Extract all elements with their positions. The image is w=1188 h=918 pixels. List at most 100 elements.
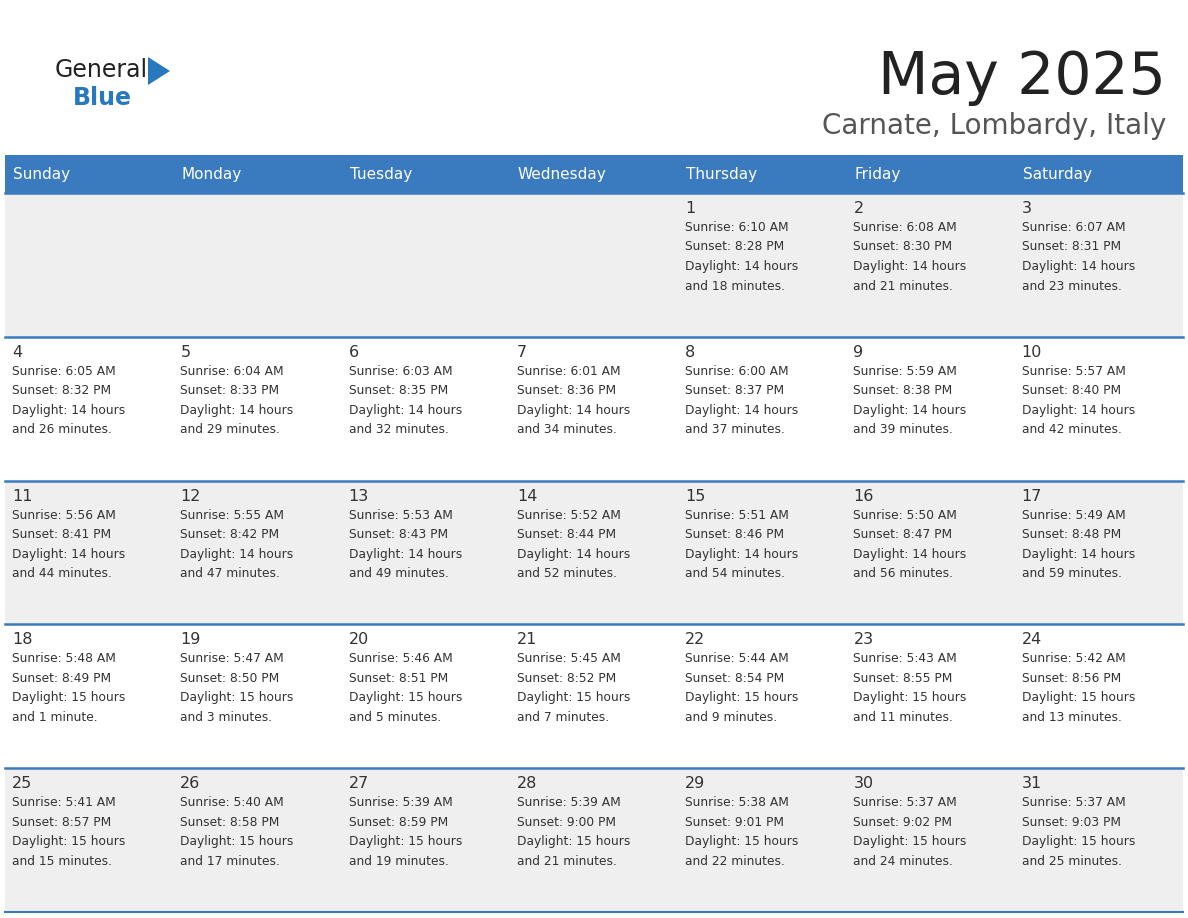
Text: Sunset: 9:00 PM: Sunset: 9:00 PM [517, 816, 615, 829]
Text: 4: 4 [12, 345, 23, 360]
Text: 20: 20 [348, 633, 368, 647]
Text: 1: 1 [685, 201, 695, 216]
Text: Sunset: 8:58 PM: Sunset: 8:58 PM [181, 816, 279, 829]
Text: and 11 minutes.: and 11 minutes. [853, 711, 953, 724]
Text: May 2025: May 2025 [878, 50, 1165, 106]
Text: Daylight: 15 hours: Daylight: 15 hours [181, 691, 293, 704]
Text: and 49 minutes.: and 49 minutes. [348, 567, 448, 580]
Text: and 19 minutes.: and 19 minutes. [348, 855, 448, 868]
Text: Sunset: 8:30 PM: Sunset: 8:30 PM [853, 241, 953, 253]
Text: Sunrise: 6:01 AM: Sunrise: 6:01 AM [517, 364, 620, 378]
Text: 29: 29 [685, 777, 706, 791]
Bar [1015, 155, 1183, 193]
Text: Sunrise: 5:39 AM: Sunrise: 5:39 AM [517, 796, 620, 809]
Text: Daylight: 14 hours: Daylight: 14 hours [1022, 404, 1135, 417]
Text: 5: 5 [181, 345, 190, 360]
Text: Daylight: 15 hours: Daylight: 15 hours [685, 691, 798, 704]
Text: Sunset: 8:32 PM: Sunset: 8:32 PM [12, 385, 112, 397]
Text: General: General [55, 58, 148, 82]
Text: and 42 minutes.: and 42 minutes. [1022, 423, 1121, 436]
Text: Wednesday: Wednesday [518, 166, 607, 182]
Text: Sunset: 8:50 PM: Sunset: 8:50 PM [181, 672, 279, 685]
Text: Friday: Friday [854, 166, 901, 182]
Text: Daylight: 14 hours: Daylight: 14 hours [348, 404, 462, 417]
Text: 15: 15 [685, 488, 706, 504]
Text: 6: 6 [348, 345, 359, 360]
Text: Daylight: 14 hours: Daylight: 14 hours [12, 404, 125, 417]
Text: Sunset: 8:51 PM: Sunset: 8:51 PM [348, 672, 448, 685]
Text: Sunset: 8:43 PM: Sunset: 8:43 PM [348, 528, 448, 541]
Text: 17: 17 [1022, 488, 1042, 504]
Text: Sunset: 8:36 PM: Sunset: 8:36 PM [517, 385, 617, 397]
Text: Sunset: 8:31 PM: Sunset: 8:31 PM [1022, 241, 1120, 253]
Text: 7: 7 [517, 345, 527, 360]
Text: Daylight: 14 hours: Daylight: 14 hours [853, 548, 967, 561]
Text: Sunrise: 5:45 AM: Sunrise: 5:45 AM [517, 653, 621, 666]
Text: 19: 19 [181, 633, 201, 647]
Text: Sunset: 8:46 PM: Sunset: 8:46 PM [685, 528, 784, 541]
Text: Sunrise: 6:03 AM: Sunrise: 6:03 AM [348, 364, 453, 378]
Text: Sunset: 8:57 PM: Sunset: 8:57 PM [12, 816, 112, 829]
Text: Sunrise: 5:38 AM: Sunrise: 5:38 AM [685, 796, 789, 809]
Text: 10: 10 [1022, 345, 1042, 360]
Text: Sunset: 8:33 PM: Sunset: 8:33 PM [181, 385, 279, 397]
Text: Thursday: Thursday [687, 166, 757, 182]
Text: Sunset: 9:02 PM: Sunset: 9:02 PM [853, 816, 953, 829]
Text: 2: 2 [853, 201, 864, 216]
Text: 24: 24 [1022, 633, 1042, 647]
Text: and 25 minutes.: and 25 minutes. [1022, 855, 1121, 868]
Bar [5, 481, 1183, 624]
Text: Daylight: 14 hours: Daylight: 14 hours [517, 548, 630, 561]
Bar [5, 768, 1183, 912]
Text: Sunrise: 5:49 AM: Sunrise: 5:49 AM [1022, 509, 1125, 521]
Text: and 17 minutes.: and 17 minutes. [181, 855, 280, 868]
Text: Daylight: 15 hours: Daylight: 15 hours [12, 835, 126, 848]
Text: Sunrise: 5:47 AM: Sunrise: 5:47 AM [181, 653, 284, 666]
Text: Sunrise: 5:43 AM: Sunrise: 5:43 AM [853, 653, 958, 666]
Text: Sunrise: 5:57 AM: Sunrise: 5:57 AM [1022, 364, 1125, 378]
Text: 25: 25 [12, 777, 32, 791]
Text: Sunset: 8:42 PM: Sunset: 8:42 PM [181, 528, 279, 541]
Text: Sunrise: 5:48 AM: Sunrise: 5:48 AM [12, 653, 116, 666]
Text: 3: 3 [1022, 201, 1031, 216]
Text: 30: 30 [853, 777, 873, 791]
Text: Daylight: 14 hours: Daylight: 14 hours [853, 404, 967, 417]
Text: Sunset: 8:52 PM: Sunset: 8:52 PM [517, 672, 617, 685]
Text: Daylight: 15 hours: Daylight: 15 hours [1022, 691, 1135, 704]
Text: Daylight: 15 hours: Daylight: 15 hours [1022, 835, 1135, 848]
Text: Sunrise: 5:51 AM: Sunrise: 5:51 AM [685, 509, 789, 521]
Text: 26: 26 [181, 777, 201, 791]
Text: Sunrise: 6:07 AM: Sunrise: 6:07 AM [1022, 221, 1125, 234]
Text: Tuesday: Tuesday [349, 166, 412, 182]
Text: and 47 minutes.: and 47 minutes. [181, 567, 280, 580]
Text: Sunrise: 5:41 AM: Sunrise: 5:41 AM [12, 796, 115, 809]
Text: 23: 23 [853, 633, 873, 647]
Text: Sunrise: 5:37 AM: Sunrise: 5:37 AM [1022, 796, 1125, 809]
Text: Daylight: 14 hours: Daylight: 14 hours [517, 404, 630, 417]
Text: and 32 minutes.: and 32 minutes. [348, 423, 448, 436]
Text: Sunset: 8:37 PM: Sunset: 8:37 PM [685, 385, 784, 397]
Text: and 21 minutes.: and 21 minutes. [853, 279, 953, 293]
Text: Daylight: 14 hours: Daylight: 14 hours [1022, 548, 1135, 561]
Text: Sunrise: 6:05 AM: Sunrise: 6:05 AM [12, 364, 115, 378]
Text: Daylight: 14 hours: Daylight: 14 hours [12, 548, 125, 561]
Text: Sunrise: 6:04 AM: Sunrise: 6:04 AM [181, 364, 284, 378]
Text: and 15 minutes.: and 15 minutes. [12, 855, 112, 868]
Text: 14: 14 [517, 488, 537, 504]
Text: Sunset: 8:47 PM: Sunset: 8:47 PM [853, 528, 953, 541]
Text: Sunset: 9:03 PM: Sunset: 9:03 PM [1022, 816, 1120, 829]
Text: Daylight: 15 hours: Daylight: 15 hours [12, 691, 126, 704]
Text: 13: 13 [348, 488, 368, 504]
Bar [173, 155, 342, 193]
Text: Daylight: 14 hours: Daylight: 14 hours [181, 404, 293, 417]
Text: Daylight: 14 hours: Daylight: 14 hours [348, 548, 462, 561]
Text: Sunrise: 5:42 AM: Sunrise: 5:42 AM [1022, 653, 1125, 666]
Text: and 24 minutes.: and 24 minutes. [853, 855, 953, 868]
Text: Sunrise: 5:59 AM: Sunrise: 5:59 AM [853, 364, 958, 378]
Text: and 5 minutes.: and 5 minutes. [348, 711, 441, 724]
Text: and 18 minutes.: and 18 minutes. [685, 279, 785, 293]
Text: Monday: Monday [182, 166, 241, 182]
Text: Sunrise: 5:55 AM: Sunrise: 5:55 AM [181, 509, 284, 521]
Text: Daylight: 14 hours: Daylight: 14 hours [181, 548, 293, 561]
Text: and 29 minutes.: and 29 minutes. [181, 423, 280, 436]
